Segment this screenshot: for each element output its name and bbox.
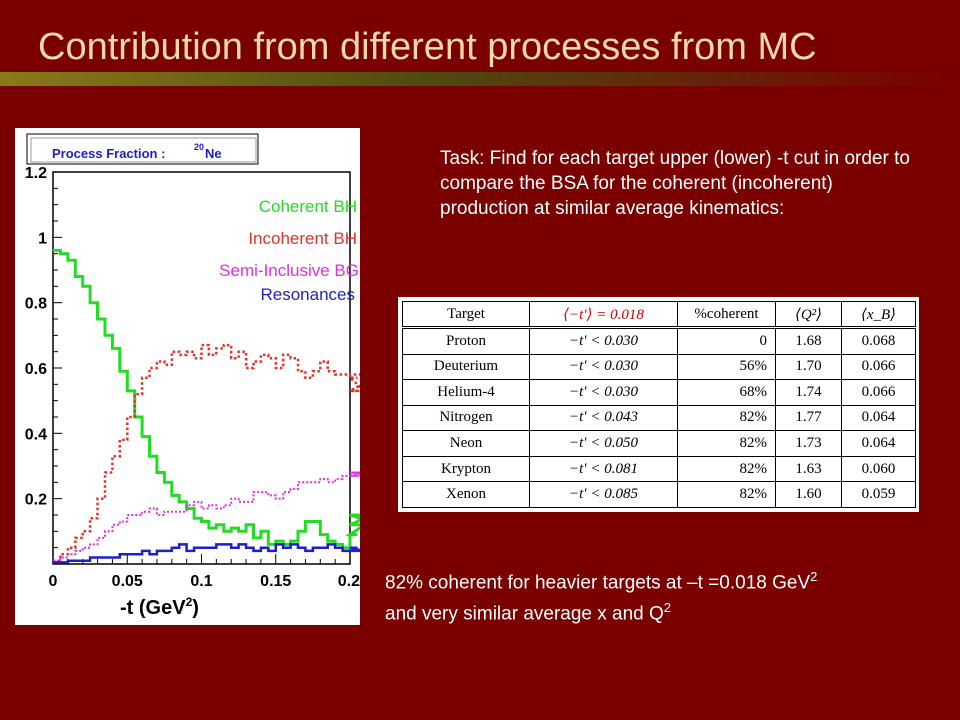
summary-line2: and very similar average x and Q bbox=[385, 603, 664, 625]
cell-t-cut: −t′ < 0.030 bbox=[529, 327, 678, 355]
summary-text: 82% coherent for heavier targets at –t =… bbox=[385, 564, 945, 627]
legend-incoherent-bh: Incoherent BH bbox=[248, 229, 357, 248]
table-body: Proton −t′ < 0.030 0 1.68 0.068 Deuterium −t′ … bbox=[402, 327, 916, 508]
y-tick-label: 0.4 bbox=[25, 426, 47, 443]
y-tick-label: 1.2 bbox=[25, 165, 47, 182]
x-axis-label-end: ) bbox=[192, 597, 199, 619]
cell-coherent: 82% bbox=[677, 481, 776, 508]
header-xb: ⟨x_B⟩ bbox=[841, 301, 916, 329]
cell-xb: 0.059 bbox=[841, 481, 916, 508]
cell-coherent: 0 bbox=[677, 327, 776, 355]
title-underline-bar bbox=[0, 72, 960, 86]
plot-header-symbol: Ne bbox=[205, 146, 222, 161]
cell-coherent: 82% bbox=[677, 404, 776, 432]
cell-coherent: 56% bbox=[677, 353, 776, 381]
x-tick-label: 0.15 bbox=[260, 573, 291, 590]
x-tick-label: 0.1 bbox=[190, 573, 212, 590]
y-tick-label: 0.2 bbox=[25, 492, 47, 509]
table-header-row: Target ⟨−t′⟩ = 0.018 %coherent ⟨Q²⟩ ⟨x_B… bbox=[402, 301, 916, 329]
table-row: Deuterium −t′ < 0.030 56% 1.70 0.066 bbox=[402, 353, 916, 381]
cell-xb: 0.068 bbox=[841, 327, 916, 355]
y-tick-label: 1 bbox=[38, 230, 47, 247]
cell-target: Krypton bbox=[402, 455, 530, 483]
header-mean-t: ⟨−t′⟩ = 0.018 bbox=[529, 301, 678, 329]
series-resonances bbox=[53, 543, 360, 564]
task-description: Task: Find for each target upper (lower)… bbox=[440, 148, 910, 219]
cell-target: Xenon bbox=[402, 481, 530, 508]
cell-q2: 1.77 bbox=[775, 404, 842, 432]
plot-series bbox=[53, 248, 360, 564]
cell-t-cut: −t′ < 0.030 bbox=[529, 353, 678, 381]
cell-coherent: 82% bbox=[677, 430, 776, 457]
cell-xb: 0.064 bbox=[841, 404, 916, 432]
cell-target: Helium-4 bbox=[402, 379, 530, 406]
cell-coherent: 68% bbox=[677, 379, 776, 406]
legend-coherent-bh: Coherent BH bbox=[259, 197, 357, 216]
x-axis-label: -t (GeV2) bbox=[120, 595, 199, 619]
cell-q2: 1.60 bbox=[775, 481, 842, 508]
y-tick-label: 0.6 bbox=[25, 361, 47, 378]
cell-t-cut: −t′ < 0.081 bbox=[529, 455, 678, 483]
kinematics-table-panel: Target ⟨−t′⟩ = 0.018 %coherent ⟨Q²⟩ ⟨x_B… bbox=[398, 297, 919, 512]
table-row: Xenon −t′ < 0.085 82% 1.60 0.059 bbox=[402, 481, 916, 508]
cell-xb: 0.060 bbox=[841, 455, 916, 483]
cell-target: Nitrogen bbox=[402, 404, 530, 432]
cell-xb: 0.066 bbox=[841, 379, 916, 406]
table-row: Helium-4 −t′ < 0.030 68% 1.74 0.066 bbox=[402, 379, 916, 406]
plot-axes: 0.2 0.4 0.6 0.8 1 1.2 0 0.05 0.1 0.15 0.2 bbox=[25, 165, 360, 590]
cell-t-cut: −t′ < 0.030 bbox=[529, 379, 678, 406]
cell-target: Deuterium bbox=[402, 353, 530, 381]
cell-coherent: 82% bbox=[677, 455, 776, 483]
summary-line1-sup: 2 bbox=[810, 569, 818, 584]
cell-t-cut: −t′ < 0.043 bbox=[529, 404, 678, 432]
plot-header-label: Process Fraction : bbox=[52, 146, 165, 161]
cell-t-cut: −t′ < 0.050 bbox=[529, 430, 678, 457]
cell-q2: 1.63 bbox=[775, 455, 842, 483]
cell-q2: 1.70 bbox=[775, 353, 842, 381]
summary-line1: 82% coherent for heavier targets at –t =… bbox=[385, 572, 811, 594]
process-fraction-chart: Process Fraction : 20 Ne 0.20.40.60.811.… bbox=[25, 133, 360, 619]
cell-xb: 0.066 bbox=[841, 353, 916, 381]
header-coherent: %coherent bbox=[677, 301, 776, 329]
summary-line2-sup: 2 bbox=[663, 600, 672, 616]
cell-target: Neon bbox=[402, 430, 530, 457]
x-axis-label-exp: 2 bbox=[186, 595, 193, 609]
cell-t-cut: −t′ < 0.085 bbox=[529, 481, 678, 508]
header-q2: ⟨Q²⟩ bbox=[775, 301, 842, 329]
x-tick-label: 0.05 bbox=[112, 573, 143, 590]
cell-q2: 1.74 bbox=[775, 379, 842, 406]
cell-q2: 1.68 bbox=[775, 327, 842, 355]
x-axis-label-main: -t (GeV bbox=[120, 597, 186, 619]
process-fraction-plot: Process Fraction : 20 Ne 0.2 0.4 0.6 0.8 1 1.… bbox=[15, 128, 360, 625]
plot-header-mass: 20 bbox=[194, 142, 204, 152]
header-target: Target bbox=[402, 301, 530, 329]
series-coherent-bh bbox=[53, 248, 360, 550]
table-row: Nitrogen −t′ < 0.043 82% 1.77 0.064 bbox=[402, 404, 916, 432]
series-incoherent-bh bbox=[53, 343, 360, 562]
legend-resonances: Resonances bbox=[260, 285, 355, 304]
series-semi-inclusive-bg bbox=[53, 471, 360, 562]
cell-q2: 1.73 bbox=[775, 430, 842, 457]
x-tick-label: 0.2 bbox=[338, 573, 360, 590]
table-row: Neon −t′ < 0.050 82% 1.73 0.064 bbox=[402, 430, 916, 457]
plot-header-inner bbox=[30, 137, 257, 163]
slide-title: Contribution from different processes fr… bbox=[38, 26, 817, 68]
kinematics-table: Target ⟨−t′⟩ = 0.018 %coherent ⟨Q²⟩ ⟨x_B… bbox=[402, 301, 916, 508]
table-row: Proton −t′ < 0.030 0 1.68 0.068 bbox=[402, 327, 916, 355]
legend-semi-inclusive-bg: Semi-Inclusive BG bbox=[219, 261, 359, 280]
y-tick-label: 0.8 bbox=[25, 296, 47, 313]
table-row: Krypton −t′ < 0.081 82% 1.63 0.060 bbox=[402, 455, 916, 483]
x-tick-label: 0 bbox=[49, 573, 58, 590]
cell-xb: 0.064 bbox=[841, 430, 916, 457]
cell-target: Proton bbox=[402, 327, 530, 355]
